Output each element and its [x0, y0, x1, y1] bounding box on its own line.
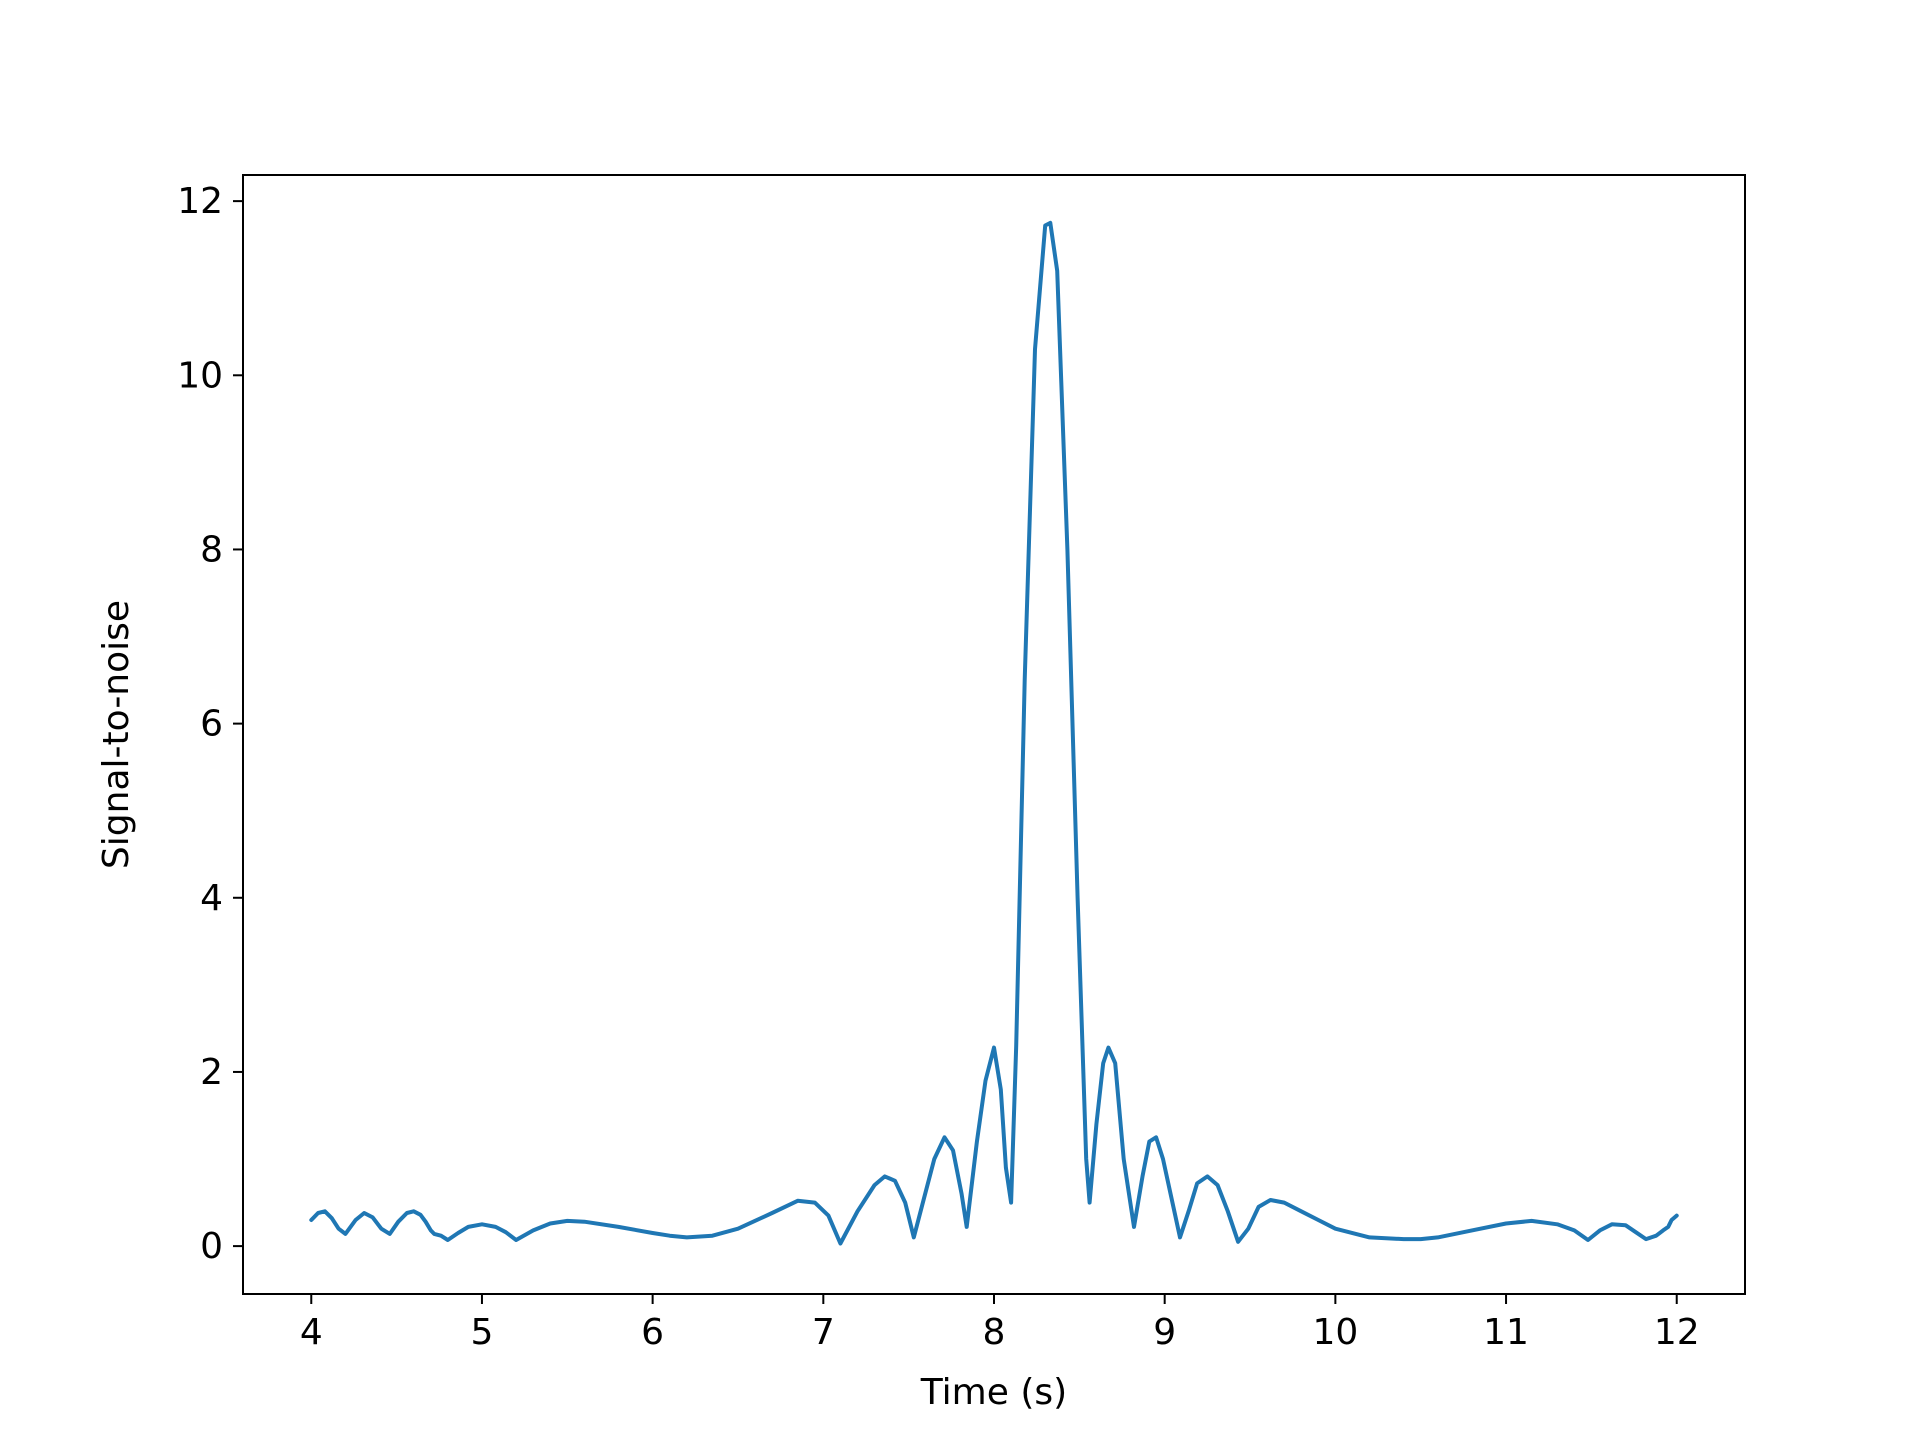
x-tick-label: 6: [641, 1312, 664, 1353]
plot-area: [309, 220, 1679, 1246]
x-tick-label: 7: [812, 1312, 835, 1353]
x-axis-ticks: 4 5 6 7 8 9 10 11 12: [300, 1294, 1700, 1353]
y-tick-label: 12: [177, 181, 223, 222]
x-axis-label: Time (s): [920, 1372, 1067, 1413]
y-tick-label: 10: [177, 355, 223, 396]
y-tick-label: 8: [200, 529, 223, 570]
axes-frame: [242, 174, 1746, 1295]
y-tick-label: 2: [200, 1052, 223, 1093]
series-line-0: [309, 220, 1679, 1246]
y-axis-ticks: 0 2 4 6 8 10 12: [177, 181, 243, 1267]
x-tick-label: 9: [1153, 1312, 1176, 1353]
y-tick-label: 6: [200, 704, 223, 745]
y-tick-label: 4: [200, 878, 223, 919]
x-tick-label: 5: [471, 1312, 494, 1353]
x-tick-label: 8: [983, 1312, 1006, 1353]
x-tick-label: 4: [300, 1312, 323, 1353]
y-axis-label: Signal-to-noise: [96, 600, 137, 869]
y-tick-label: 0: [200, 1226, 223, 1267]
x-tick-label: 10: [1312, 1312, 1358, 1353]
x-tick-label: 11: [1483, 1312, 1529, 1353]
x-tick-label: 12: [1654, 1312, 1700, 1353]
